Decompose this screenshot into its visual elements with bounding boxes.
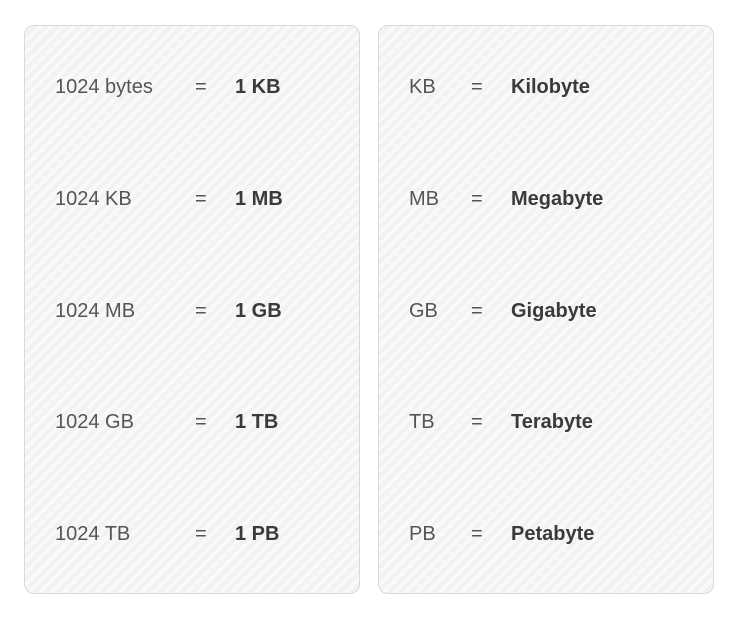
size-lhs: 1024 bytes [55, 76, 195, 99]
size-rhs: 1 MB [235, 188, 283, 211]
name-rhs: Megabyte [511, 188, 603, 211]
table-row: 1024 GB = 1 TB [55, 411, 331, 441]
size-lhs: 1024 TB [55, 523, 195, 546]
size-lhs: 1024 KB [55, 188, 195, 211]
size-lhs: 1024 GB [55, 411, 195, 434]
size-rhs: 1 TB [235, 411, 278, 434]
table-row: TB = Terabyte [409, 411, 685, 441]
abbr-lhs: MB [409, 188, 471, 211]
name-rhs: Terabyte [511, 411, 593, 434]
panel-names: KB = Kilobyte MB = Megabyte GB = Gigabyt… [378, 25, 714, 594]
table-row: 1024 MB = 1 GB [55, 300, 331, 330]
size-rhs: 1 GB [235, 300, 282, 323]
table-row: PB = Petabyte [409, 523, 685, 553]
size-lhs: 1024 MB [55, 300, 195, 323]
table-row: MB = Megabyte [409, 188, 685, 218]
equals-sign: = [471, 188, 511, 211]
equals-sign: = [195, 300, 235, 323]
name-rhs: Petabyte [511, 523, 594, 546]
table-row: 1024 KB = 1 MB [55, 188, 331, 218]
name-rhs: Kilobyte [511, 76, 590, 99]
equals-sign: = [195, 523, 235, 546]
equals-sign: = [195, 411, 235, 434]
panel-sizes: 1024 bytes = 1 KB 1024 KB = 1 MB 1024 MB… [24, 25, 360, 594]
name-rhs: Gigabyte [511, 300, 597, 323]
abbr-lhs: KB [409, 76, 471, 99]
equals-sign: = [195, 188, 235, 211]
table-row: KB = Kilobyte [409, 76, 685, 106]
size-rhs: 1 PB [235, 523, 279, 546]
size-rhs: 1 KB [235, 76, 281, 99]
equals-sign: = [195, 76, 235, 99]
equals-sign: = [471, 76, 511, 99]
table-row: 1024 TB = 1 PB [55, 523, 331, 553]
equals-sign: = [471, 300, 511, 323]
abbr-lhs: GB [409, 300, 471, 323]
table-row: 1024 bytes = 1 KB [55, 76, 331, 106]
equals-sign: = [471, 411, 511, 434]
equals-sign: = [471, 523, 511, 546]
table-row: GB = Gigabyte [409, 300, 685, 330]
abbr-lhs: TB [409, 411, 471, 434]
abbr-lhs: PB [409, 523, 471, 546]
